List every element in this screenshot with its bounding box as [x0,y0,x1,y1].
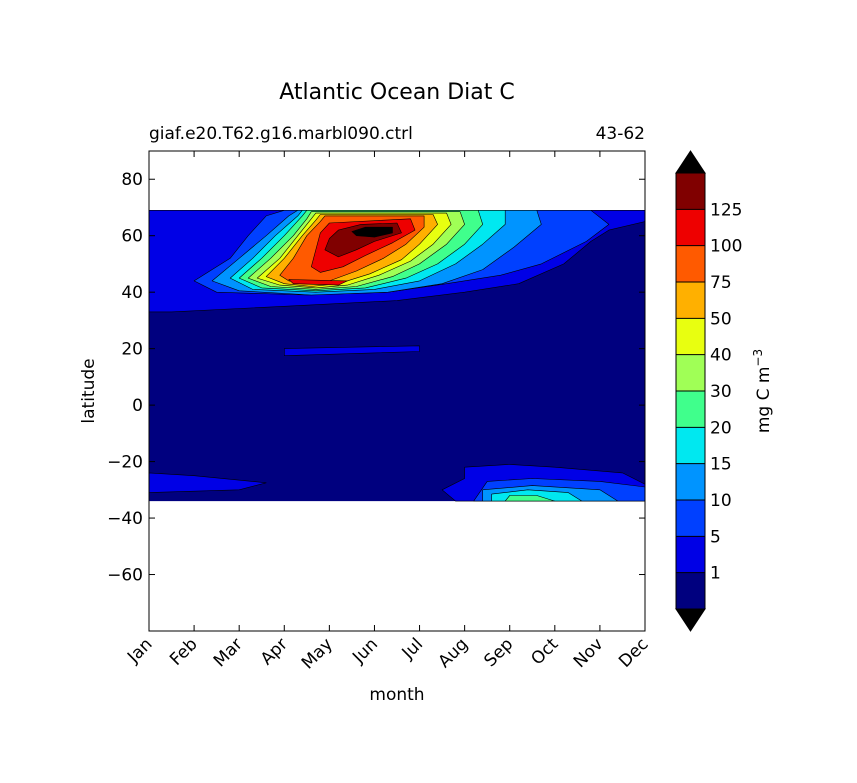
y-tick-label: −20 [107,453,143,473]
x-tick-label: Apr [257,634,292,669]
x-tick-label: Jan [123,634,156,667]
colorbar-tick-label: 50 [710,309,732,329]
colorbar-label-unit: mg C m [754,367,774,434]
colorbar-segment [676,354,705,391]
colorbar-segment [676,427,705,464]
colorbar-tick-label: 75 [710,273,732,293]
colorbar-segment [676,318,705,355]
colorbar-segment [676,500,705,537]
colorbar-extend-min [675,608,706,632]
x-tick-label: Mar [210,634,247,671]
chart-subtitle-right: 43-62 [596,124,645,144]
colorbar-tick-label: 15 [710,455,732,475]
colorbar-tick-label: 1 [710,564,721,584]
plot-frame [148,150,646,632]
field-level-150-0 [351,226,393,238]
y-tick-label: 0 [132,396,143,416]
colorbar-tick-label: 20 [710,418,732,438]
colorbar-segment [676,572,705,609]
y-tick-label: −40 [107,509,143,529]
field-level-1-2 [149,472,267,493]
chart-subtitle-left: giaf.e20.T62.g16.marbl090.ctrl [149,124,413,144]
x-tick-label: Jul [398,634,427,663]
contour-fields [149,210,645,502]
colorbar-segment [676,209,705,246]
colorbar-tick-label: 125 [710,200,742,220]
x-tick-label: Sep [480,634,517,671]
y-tick-label: −60 [107,566,143,586]
y-axis-label: latitude [79,358,99,423]
colorbar-segment [676,245,705,282]
colorbar-tick-label: 30 [710,382,732,402]
y-tick-label: 80 [121,170,143,190]
colorbar-label-exponent: −3 [751,349,765,367]
y-tick-label: 40 [121,283,143,303]
x-tick-label: Nov [570,634,608,672]
colorbar-tick-label: 5 [710,527,721,547]
colorbar-segment [676,391,705,428]
y-tick-label: 20 [121,340,143,360]
x-tick-label: Aug [435,634,473,672]
colorbar-tick-label: 100 [710,237,742,257]
x-tick-label: Feb [166,634,201,669]
field-level-20-1 [504,495,556,502]
colorbar-segment [676,463,705,500]
x-axis-label: month [369,685,424,705]
colorbar-tick-label: 40 [710,346,732,366]
x-tick-label: Dec [615,634,652,671]
colorbar-segment [676,173,705,210]
colorbar-extend-max [675,150,706,174]
colorbar-segment [676,536,705,573]
y-axis: 80 60 40 20 0 −20 −40 −60 [107,170,645,586]
field-level-100-1 [288,279,348,286]
colorbar-segment [676,282,705,319]
colorbar-label: mg C m−3 [751,349,774,433]
x-tick-label: Oct [527,634,562,669]
y-tick-label: 60 [121,227,143,247]
colorbar-tick-label: 10 [710,491,732,511]
x-tick-label: May [298,634,337,673]
chart-title: Atlantic Ocean Diat C [279,80,515,105]
x-tick-label: Jun [348,634,382,668]
field-level-1-3 [283,345,420,357]
